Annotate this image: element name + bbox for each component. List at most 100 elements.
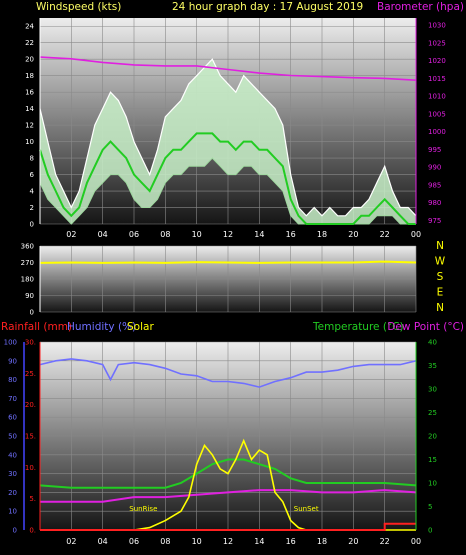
temperature-tick-label: 30: [428, 386, 437, 394]
y2-tick-label: 1025: [428, 39, 446, 47]
humidity-tick-label: 0: [13, 527, 17, 535]
humidity-tick-label: 80: [8, 376, 17, 384]
x-tick-label: 22: [380, 537, 390, 546]
humidity-tick-label: 30: [8, 470, 17, 478]
sunset-label: SunSet: [294, 505, 319, 513]
humidity-tick-label: 70: [8, 395, 17, 403]
x-tick-label: 04: [98, 537, 108, 546]
sunrise-label: SunRise: [129, 505, 157, 513]
humidity-tick-label: 10: [8, 508, 17, 516]
y-tick-label: 14: [25, 105, 34, 113]
x-tick-label: 10: [192, 230, 202, 239]
barometer-series-line: [39, 56, 417, 81]
y-tick-label: 24: [25, 23, 34, 31]
y2-tick-label: 1005: [428, 110, 446, 118]
x-tick-label: 00: [411, 230, 421, 239]
average-series-line: [39, 132, 416, 225]
temperature-axis-title: Temperature (°C): [312, 321, 404, 333]
y-tick-label: 10: [25, 138, 34, 146]
x-tick-label: 18: [317, 230, 327, 239]
x-tick-label: 10: [192, 537, 202, 546]
y-tick-label: 22: [25, 39, 34, 47]
y2-tick-label: 985: [428, 181, 441, 189]
temperature-tick-label: 10: [428, 480, 437, 488]
y2-tick-label: 995: [428, 146, 441, 154]
humidity-axis-title: Humidity (%): [67, 321, 136, 333]
rain-tick-label: 10.: [25, 464, 36, 472]
x-tick-label: 02: [66, 537, 76, 546]
y-tick-label: 0: [30, 309, 34, 317]
y-tick-label: 0: [30, 221, 34, 229]
x-tick-label: 12: [223, 537, 233, 546]
x-tick-label: 00: [411, 537, 421, 546]
direction-series-line: [39, 260, 417, 264]
rainfall-series-line: [40, 522, 416, 531]
y-tick-label: 90: [25, 292, 34, 300]
temperature-tick-label: 0: [428, 527, 432, 535]
compass-label: N: [436, 240, 444, 252]
y-tick-label: 20: [25, 56, 34, 64]
y2-tick-label: 975: [428, 217, 441, 225]
x-tick-label: 08: [160, 537, 170, 546]
y-tick-label: 16: [25, 89, 34, 97]
rain-tick-label: 15.: [25, 433, 36, 441]
chart-title: 24 hour graph day : 17 August 2019: [172, 1, 363, 13]
wind-axis-title: Windspeed (kts): [36, 1, 121, 13]
rain-tick-label: 5.: [29, 495, 36, 503]
y2-tick-label: 1020: [428, 57, 446, 65]
rainfall-axis-title: Rainfall (mm): [1, 321, 72, 333]
dewpoint-axis-title: Dew Point (°C): [387, 321, 464, 333]
x-tick-label: 06: [129, 230, 139, 239]
x-tick-label: 20: [348, 230, 358, 239]
y-tick-label: 8: [30, 155, 34, 163]
solar-series-line: [40, 438, 416, 531]
y-tick-label: 270: [21, 259, 34, 267]
x-tick-label: 20: [348, 537, 358, 546]
y-tick-label: 12: [25, 122, 34, 130]
solar-axis-title: Solar: [127, 321, 154, 333]
atmosphere-panel: 01020304050607080901000.5.10.15.20.25.30…: [4, 339, 437, 547]
y2-tick-label: 990: [428, 164, 441, 172]
y-tick-label: 6: [30, 171, 35, 179]
y2-tick-label: 1030: [428, 22, 446, 30]
barometer-axis-title: Barometer (hpa): [377, 1, 464, 13]
wind-panel: 0246810121416182022249759809859909951000…: [25, 18, 446, 239]
humidity-tick-label: 100: [4, 339, 17, 347]
compass-label: W: [435, 256, 446, 268]
x-tick-label: 04: [98, 230, 108, 239]
temperature-tick-label: 25: [428, 409, 437, 417]
temperature-tick-label: 35: [428, 362, 437, 370]
rain-tick-label: 25.: [25, 370, 36, 378]
y-tick-label: 180: [21, 276, 34, 284]
y-tick-label: 360: [21, 243, 34, 251]
humidity-tick-label: 40: [8, 451, 17, 459]
humidity-tick-label: 60: [8, 414, 17, 422]
x-tick-label: 16: [286, 230, 296, 239]
y-tick-label: 2: [30, 204, 34, 212]
humidity-tick-label: 50: [8, 433, 17, 441]
compass-label: S: [437, 271, 444, 283]
temperature-tick-label: 40: [428, 339, 437, 347]
y2-tick-label: 1010: [428, 93, 446, 101]
compass-label: E: [437, 287, 444, 299]
x-tick-label: 16: [286, 537, 296, 546]
compass-label: N: [436, 302, 444, 314]
humidity-tick-label: 20: [8, 489, 17, 497]
temperature-tick-label: 5: [428, 503, 432, 511]
y2-tick-label: 1015: [428, 75, 446, 83]
rain-tick-label: 0.: [29, 527, 36, 535]
humidity-tick-label: 90: [8, 357, 17, 365]
temperature-tick-label: 20: [428, 433, 437, 441]
dewpoint-series-line: [40, 489, 417, 503]
x-tick-label: 02: [66, 230, 76, 239]
rain-tick-label: 20.: [25, 401, 36, 409]
temperature-tick-label: 15: [428, 456, 437, 464]
x-tick-label: 08: [160, 230, 170, 239]
x-tick-label: 14: [254, 537, 264, 546]
y-tick-label: 4: [30, 188, 35, 196]
y2-tick-label: 1000: [428, 128, 446, 136]
x-tick-label: 14: [254, 230, 264, 239]
x-tick-label: 12: [223, 230, 233, 239]
